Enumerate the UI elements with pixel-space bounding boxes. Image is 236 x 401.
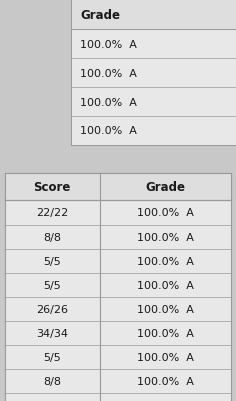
Text: 100.0%  A: 100.0% A xyxy=(137,377,194,386)
Text: 34/34: 34/34 xyxy=(36,328,68,338)
Text: 100.0%  A: 100.0% A xyxy=(137,208,194,218)
Bar xyxy=(5,174,231,201)
Text: 100.0%  A: 100.0% A xyxy=(137,304,194,314)
Text: 5/5: 5/5 xyxy=(43,280,61,290)
Text: 100.0%  A: 100.0% A xyxy=(137,256,194,266)
Text: 5/5: 5/5 xyxy=(43,352,61,362)
Text: 100.0%  A: 100.0% A xyxy=(80,97,137,107)
Bar xyxy=(71,0,236,30)
Text: 100.0%  A: 100.0% A xyxy=(137,352,194,362)
Text: Score: Score xyxy=(34,181,71,194)
Text: 22/22: 22/22 xyxy=(36,208,68,218)
Text: 100.0%  A: 100.0% A xyxy=(137,232,194,242)
Bar xyxy=(71,0,236,146)
Text: 100.0%  A: 100.0% A xyxy=(80,126,137,136)
Text: 100.0%  A: 100.0% A xyxy=(137,280,194,290)
Text: 100.0%  A: 100.0% A xyxy=(80,69,137,78)
Text: Grade: Grade xyxy=(80,8,120,22)
Text: Grade: Grade xyxy=(146,181,185,194)
Text: 5/5: 5/5 xyxy=(43,256,61,266)
Bar xyxy=(5,174,231,401)
Text: 26/26: 26/26 xyxy=(36,304,68,314)
Text: 100.0%  A: 100.0% A xyxy=(80,40,137,49)
Text: 8/8: 8/8 xyxy=(43,232,61,242)
Text: 100.0%  A: 100.0% A xyxy=(137,328,194,338)
Text: 8/8: 8/8 xyxy=(43,377,61,386)
